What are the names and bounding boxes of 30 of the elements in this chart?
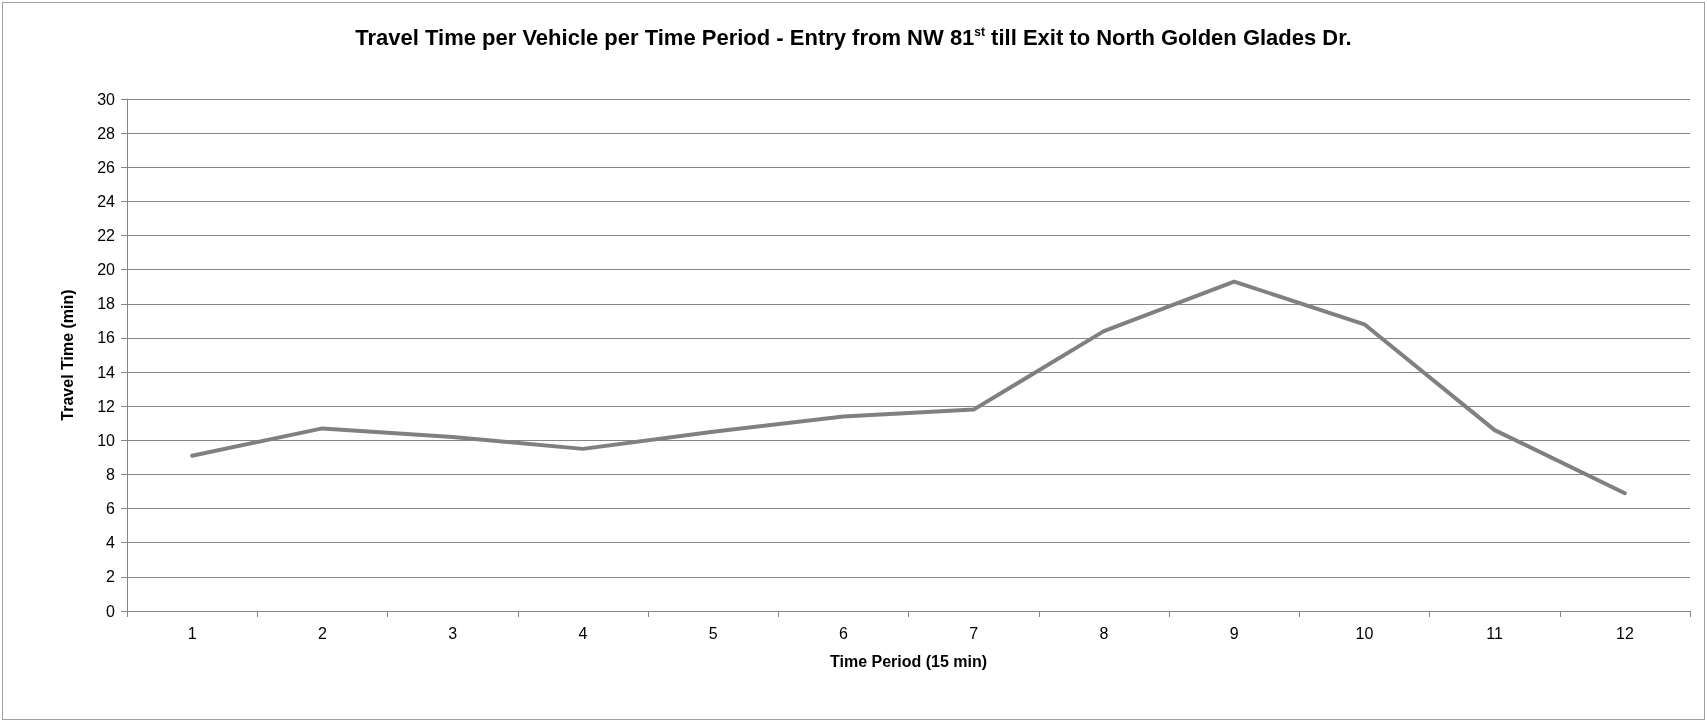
x-tick-label: 6 — [838, 624, 848, 642]
x-axis-title: Time Period (15 min) — [829, 652, 988, 670]
x-tick-label: 10 — [1355, 624, 1374, 642]
y-tick-label: 10 — [97, 431, 116, 449]
y-tick-label: 12 — [97, 397, 116, 415]
x-tick-label: 4 — [578, 624, 588, 642]
y-tick-label: 18 — [97, 295, 116, 313]
x-tick-label: 7 — [969, 624, 979, 642]
y-tick-label: 14 — [97, 363, 116, 381]
y-tick-label: 0 — [106, 602, 116, 620]
y-tick-label: 24 — [97, 192, 116, 210]
x-tick-label: 12 — [1615, 624, 1634, 642]
y-tick-label: 2 — [106, 568, 116, 586]
y-tick-label: 22 — [97, 227, 116, 245]
y-tick-label: 8 — [106, 465, 116, 483]
x-tick-label: 5 — [708, 624, 718, 642]
y-tick-label: 16 — [97, 329, 116, 347]
y-axis-title: Travel Time (min) — [58, 289, 76, 421]
x-tick-label: 9 — [1229, 624, 1239, 642]
x-tick-label: 1 — [187, 624, 197, 642]
y-tick-label: 6 — [106, 500, 116, 518]
y-tick-label: 4 — [106, 534, 116, 552]
y-tick-label: 20 — [97, 261, 116, 279]
y-tick-label: 28 — [97, 124, 116, 142]
x-tick-label: 8 — [1099, 624, 1109, 642]
x-tick-label: 3 — [448, 624, 458, 642]
x-tick-label: 11 — [1486, 624, 1504, 642]
x-tick-label: 2 — [317, 624, 327, 642]
y-tick-label: 26 — [97, 158, 116, 176]
y-tick-label: 30 — [97, 90, 116, 108]
